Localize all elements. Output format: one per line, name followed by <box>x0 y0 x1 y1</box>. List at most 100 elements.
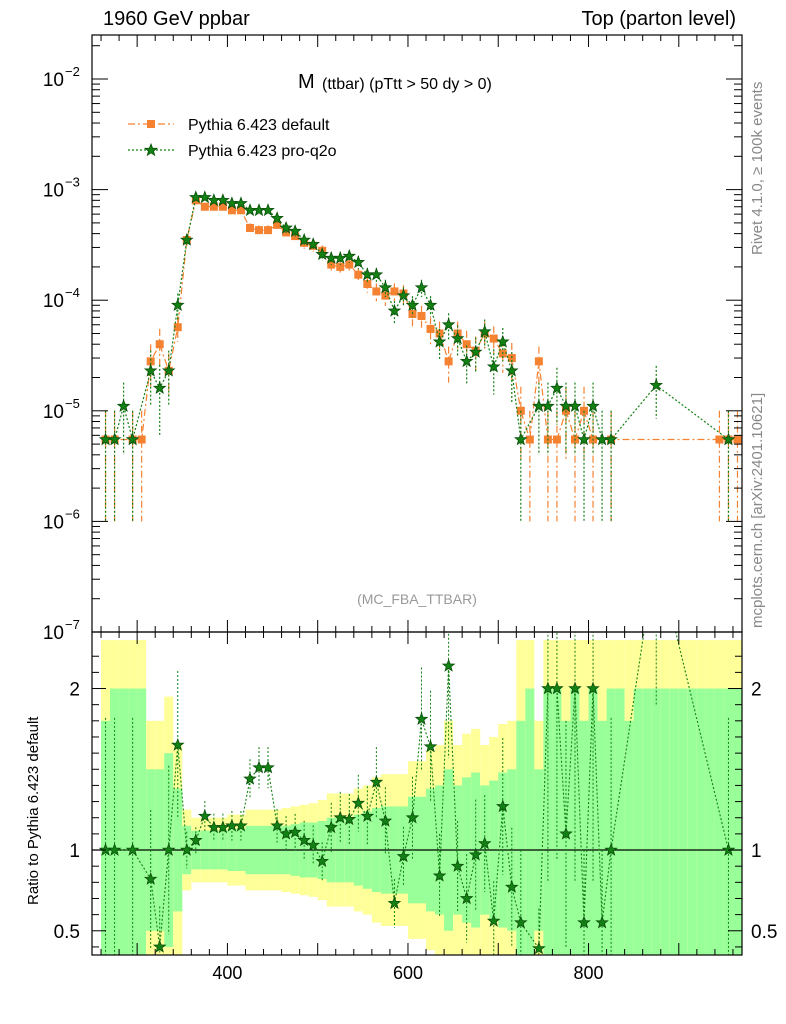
ratio-band-green <box>579 720 589 955</box>
ratio-y-tick-label: 0.5 <box>54 922 80 943</box>
data-point-default <box>417 311 426 320</box>
ratio-band-green <box>642 688 652 955</box>
data-point-default <box>255 226 264 235</box>
ratio-point <box>532 941 546 955</box>
data-point-pro-q2o <box>315 247 329 261</box>
data-point-pro-q2o <box>604 432 618 446</box>
ratio-band-green <box>606 688 616 955</box>
data-point-pro-q2o <box>197 190 212 204</box>
legend-label-pro-q2o: Pythia 6.423 pro-q2o <box>188 143 337 160</box>
ratio-point <box>459 891 474 905</box>
data-point-pro-q2o <box>279 220 293 234</box>
ratio-band-green <box>669 688 679 955</box>
data-point-pro-q2o <box>288 224 302 238</box>
data-point-pro-q2o <box>143 363 158 377</box>
data-point-default <box>715 435 724 444</box>
data-point-default <box>200 202 209 211</box>
data-point-pro-q2o <box>505 363 519 377</box>
y-tick-label: 10 <box>43 512 64 533</box>
data-point-pro-q2o <box>125 432 140 446</box>
data-point-default <box>227 206 236 215</box>
data-point-default <box>218 202 227 211</box>
header-left: 1960 GeV ppbar <box>103 8 250 30</box>
ratio-point <box>387 896 402 910</box>
y-tick-label: 10 <box>43 402 64 423</box>
chart-title-main: M <box>298 71 315 93</box>
y-tick-exponent: −7 <box>65 617 80 632</box>
data-point-pro-q2o <box>577 432 591 446</box>
data-point-pro-q2o <box>514 432 528 446</box>
data-point-default <box>552 435 561 444</box>
ratio-point <box>721 842 736 856</box>
ratio-band-green <box>597 720 607 955</box>
data-point-pro-q2o <box>152 381 167 395</box>
ratio-band-green <box>714 688 724 955</box>
data-point-pro-q2o <box>306 237 320 251</box>
data-point-default <box>146 357 155 366</box>
ratio-point <box>486 913 501 927</box>
data-point-pro-q2o <box>234 196 248 210</box>
ratio-point <box>441 658 456 672</box>
data-point-pro-q2o <box>387 303 402 317</box>
data-point-default <box>507 354 516 363</box>
ratio-band-green <box>137 688 147 955</box>
ratio-point <box>197 808 212 822</box>
y-tick-exponent: −6 <box>65 506 80 521</box>
ratio-band-green <box>678 688 688 955</box>
data-point-default <box>363 280 372 289</box>
data-point-pro-q2o <box>532 399 546 413</box>
ratio-point <box>333 810 348 824</box>
data-point-pro-q2o <box>496 334 510 348</box>
data-point-pro-q2o <box>243 203 257 217</box>
ratio-band-green <box>723 688 733 955</box>
side-label-mcplots: mcplots.cern.ch [arXiv:2401.10621] <box>749 393 766 628</box>
data-point-default <box>733 435 742 444</box>
data-point-pro-q2o <box>369 267 384 281</box>
data-point-default <box>426 324 435 333</box>
data-point-pro-q2o <box>459 354 474 368</box>
data-point-pro-q2o <box>649 378 663 392</box>
data-point-default <box>444 357 453 366</box>
ratio-point <box>125 842 140 856</box>
ratio-band-green <box>588 688 598 955</box>
data-point-pro-q2o <box>252 203 266 217</box>
y-tick-label: 10 <box>43 623 64 644</box>
ratio-point <box>171 737 185 751</box>
ratio-point <box>505 880 519 893</box>
legend-label-default: Pythia 6.423 default <box>188 117 330 134</box>
watermark: (MC_FBA_TTBAR) <box>357 591 477 607</box>
series-line <box>105 196 729 442</box>
y-tick-exponent: −5 <box>65 396 80 411</box>
ratio-band-green <box>633 688 643 955</box>
data-point-default <box>345 260 354 269</box>
header-right: Top (parton level) <box>581 8 736 30</box>
legend-marker-pro-q2o <box>143 142 159 157</box>
ratio-point <box>450 859 465 872</box>
data-point-pro-q2o <box>180 232 194 246</box>
ratio-point <box>180 842 194 856</box>
y-tick-label: 10 <box>43 70 64 91</box>
data-point-pro-q2o <box>342 249 357 262</box>
data-point-pro-q2o <box>351 255 366 269</box>
data-point-pro-q2o <box>441 317 456 331</box>
ratio-band-green <box>128 688 138 955</box>
y-tick-exponent: −2 <box>65 64 80 79</box>
ratio-point <box>152 939 167 953</box>
ratio-point <box>252 760 266 774</box>
data-point-pro-q2o <box>721 432 736 446</box>
ratio-y-tick-label: 1 <box>69 841 80 862</box>
data-point-pro-q2o <box>107 432 122 446</box>
data-point-pro-q2o <box>378 280 393 294</box>
y-tick-exponent: −3 <box>65 175 80 190</box>
data-point-pro-q2o <box>486 359 501 373</box>
data-point-pro-q2o <box>550 381 564 395</box>
data-point-pro-q2o <box>261 203 275 217</box>
data-point-pro-q2o <box>414 280 429 294</box>
data-point-pro-q2o <box>396 288 411 302</box>
data-point-default <box>489 334 498 343</box>
data-point-pro-q2o <box>586 399 600 413</box>
ratio-point <box>477 836 492 850</box>
y-tick-label: 10 <box>43 291 64 312</box>
legend-marker-default <box>147 120 155 128</box>
